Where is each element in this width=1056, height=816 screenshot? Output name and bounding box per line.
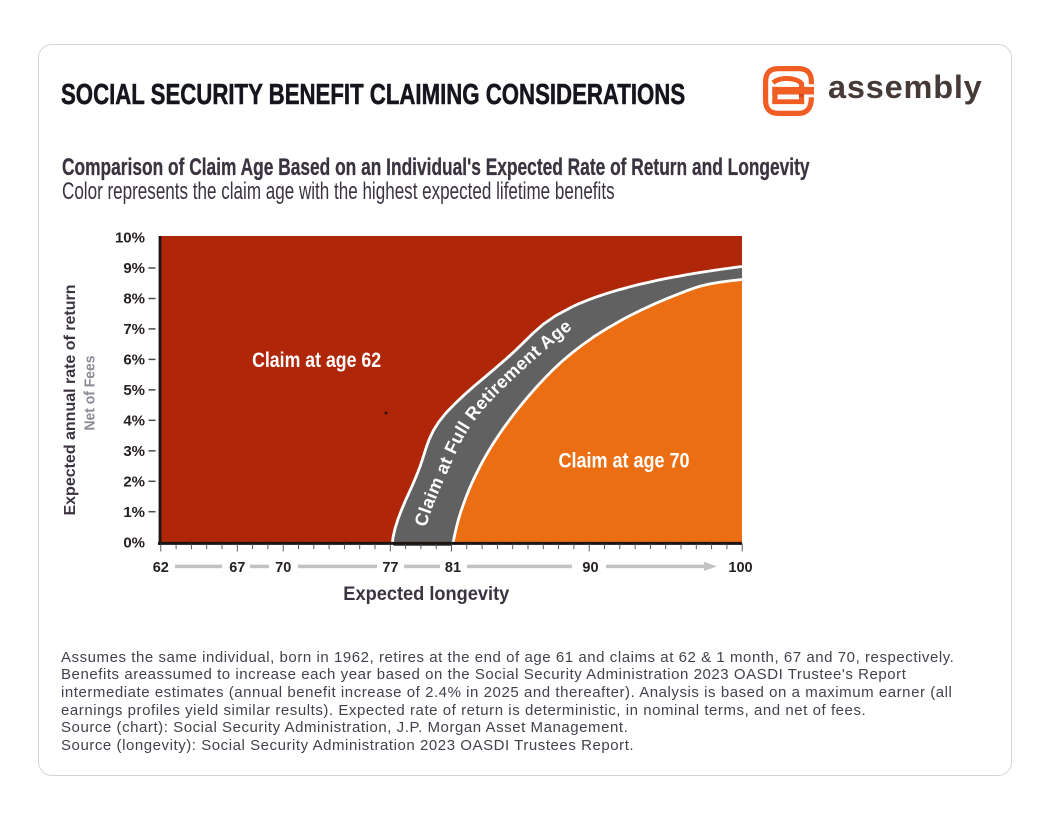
svg-text:9%: 9% [123,260,145,277]
svg-text:81: 81 [445,560,461,576]
svg-text:Claim at age 70: Claim at age 70 [559,449,690,473]
svg-text:Expected annual rate of return: Expected annual rate of return [62,285,79,516]
svg-text:5%: 5% [123,382,145,399]
svg-text:1%: 1% [123,504,145,521]
svg-text:0%: 0% [123,534,145,551]
svg-text:2%: 2% [123,473,145,490]
svg-text:77: 77 [382,560,398,576]
svg-text:4%: 4% [123,412,145,429]
svg-text:3%: 3% [123,443,145,460]
svg-text:70: 70 [275,560,291,576]
svg-text:Net of Fees: Net of Fees [82,356,99,431]
svg-text:Claim at age 62: Claim at age 62 [252,348,381,372]
svg-text:90: 90 [582,560,598,576]
svg-text:10%: 10% [115,230,145,247]
svg-text:8%: 8% [123,291,145,308]
svg-text:100: 100 [728,560,752,576]
svg-text:62: 62 [153,560,169,576]
svg-text:67: 67 [229,560,245,576]
svg-text:Expected longevity: Expected longevity [343,583,509,605]
svg-text:6%: 6% [123,352,145,369]
svg-text:7%: 7% [123,321,145,338]
